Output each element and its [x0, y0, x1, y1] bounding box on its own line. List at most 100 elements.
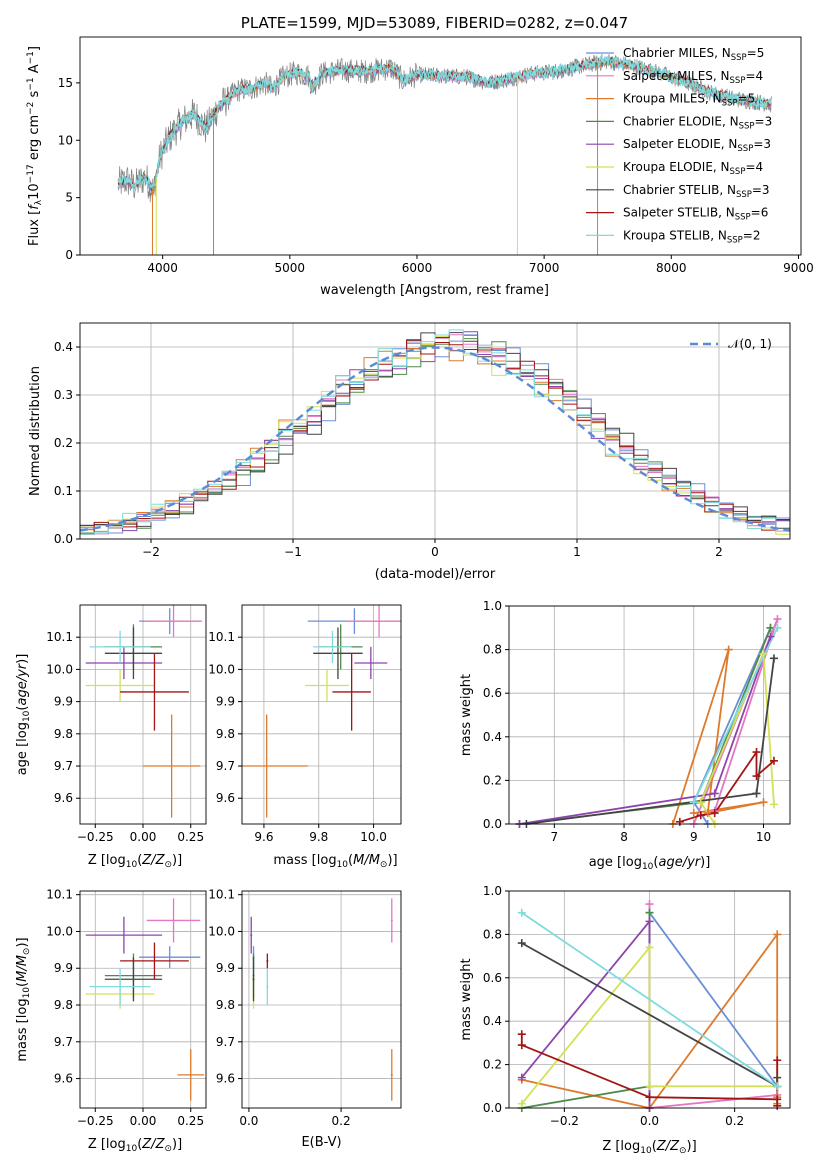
y-tick-label: 10: [58, 133, 73, 147]
label-part: )]: [15, 654, 30, 664]
label-part: Z/Z: [141, 1137, 165, 1152]
x-axis-label: Z [log10(Z/Z⊙)]: [88, 1137, 182, 1154]
label-part: age [log: [15, 722, 30, 775]
y-axis-label: mass weight: [459, 674, 474, 756]
y-axis-label: Normed distribution: [28, 366, 43, 496]
legend-sub: SSP: [731, 53, 747, 63]
legend-sub: SSP: [727, 235, 743, 245]
y-tick-label: 0.3: [54, 388, 73, 402]
label-part: 10: [126, 1144, 138, 1154]
panel-5: 7 8 9 10 0.0 0.2 0.4 0.6 0.8 1.0: [483, 599, 791, 844]
y-tick-label: 1.0: [483, 599, 502, 613]
panel-1: 4000 5000 6000 7000 8000 9000 0 5 10 15: [58, 36, 814, 275]
model-spectrum-top: [117, 54, 772, 193]
x-tick-label: −0.25: [77, 1114, 114, 1128]
y-tick-label: 0.4: [483, 730, 502, 744]
label-part: 10: [640, 1146, 652, 1156]
data-point: [759, 649, 768, 658]
x-tick-label: 0.0: [239, 1114, 258, 1128]
legend-entry: Chabrier STELIB, NSSP=3: [623, 183, 770, 200]
legend-name: Kroupa STELIB, N: [623, 228, 727, 242]
data-point: [773, 1082, 782, 1091]
legend-name: Kroupa MILES, N: [623, 92, 722, 106]
data-point: [724, 645, 733, 654]
x-tick-label: 0.2: [725, 1114, 744, 1128]
y-tick-label: 0.0: [54, 532, 73, 546]
x-tick-label: −0.2: [550, 1114, 579, 1128]
x-axis-label: E(B-V): [301, 1135, 341, 1150]
data-point: [645, 900, 654, 909]
x-tick-label: 0.25: [177, 830, 204, 844]
legend-name: Salpeter MILES, N: [623, 69, 730, 83]
label-part: Flux [: [27, 210, 42, 246]
x-axis-label: Z [log10(Z/Z⊙)]: [602, 1139, 696, 1156]
y-axis-label: age [log10(age/yr)]: [15, 654, 32, 776]
data-point: [517, 908, 526, 917]
label-part: )]: [172, 853, 182, 868]
data-point: [710, 809, 719, 818]
label-part: ⊙: [22, 948, 32, 956]
label-part: )]: [387, 853, 397, 868]
data-point: [696, 798, 705, 807]
legend-name: Chabrier STELIB, N: [623, 183, 736, 197]
y-tick-label: 9.9: [54, 695, 73, 709]
y-tick-label: 0.2: [483, 1058, 502, 1072]
normal-curve: [80, 346, 790, 532]
label-part: Z [log: [602, 1139, 640, 1154]
x-axis-label: (data-model)/error: [375, 567, 496, 582]
data-point: [517, 1073, 526, 1082]
x-tick-label: 0.00: [130, 1114, 157, 1128]
label-part: erg cm: [27, 115, 42, 164]
legend-entry: Salpeter ELODIE, NSSP=3: [623, 137, 771, 154]
label-part: Z [log: [88, 853, 126, 868]
y-tick-label: 9.9: [54, 961, 73, 975]
x-tick-label: 10: [756, 830, 771, 844]
legend-sub: SSP: [730, 167, 746, 177]
y-tick-label: 5: [65, 191, 73, 205]
y-axis-label: mass [log10(M/M⊙)]: [15, 937, 32, 1061]
label-part: ⊙: [164, 860, 172, 870]
panel-7: 0.0 0.2 9.6 9.7 9.8 9.9 10.0 10.1: [208, 888, 402, 1128]
label-part: )]: [172, 1137, 182, 1152]
label-part: (: [137, 853, 142, 868]
y-tick-label: 10.0: [46, 662, 73, 676]
legend-entry: Chabrier MILES, NSSP=5: [623, 46, 764, 63]
y-tick-label: 10.1: [208, 630, 235, 644]
legend-value: =4: [745, 160, 763, 174]
label-part: )]: [700, 855, 710, 870]
label-part: −17: [26, 164, 36, 183]
y-tick-label: 1.0: [483, 884, 502, 898]
label-part: age/yr: [658, 855, 701, 870]
data-point: [773, 623, 782, 632]
legend-value: =3: [752, 183, 770, 197]
label-part: ⊙: [380, 860, 388, 870]
data-point: [517, 1030, 526, 1039]
plot-area: [85, 898, 205, 1101]
y-tick-label: 0.6: [483, 971, 502, 985]
panel-3: −0.25 0.00 0.25 9.6 9.7 9.8 9.9 10.0 10.1: [46, 604, 207, 844]
legend-entry: Chabrier ELODIE, NSSP=3: [623, 114, 772, 131]
y-tick-label: 9.7: [54, 1035, 73, 1049]
mass-weight-line: [521, 946, 778, 1105]
x-tick-label: 5000: [275, 261, 306, 275]
label-part: −2: [26, 102, 36, 115]
x-axis-label: wavelength [Angstrom, rest frame]: [320, 283, 549, 298]
data-point: [517, 939, 526, 948]
y-tick-label: 0.8: [483, 643, 502, 657]
panel-2: −2 −1 0 1 2 0.0 0.1 0.2 0.3 0.4: [54, 322, 791, 559]
label-part: ⊙: [164, 1144, 172, 1154]
y-tick-label: 0.1: [54, 484, 73, 498]
mass-weight-line: [679, 751, 775, 823]
legend-entry: 𝒩(0, 1): [728, 337, 772, 351]
y-tick-label: 9.6: [54, 791, 73, 805]
label-part: (: [652, 1139, 657, 1154]
y-tick-label: 9.6: [216, 791, 235, 805]
legend-entry: Kroupa MILES, NSSP=5: [623, 92, 755, 109]
label-part: 10: [642, 862, 654, 872]
panel-4: 9.6 9.8 10.0 9.6 9.7 9.8 9.9 10.0 10.1: [208, 604, 402, 844]
y-tick-label: 9.7: [54, 759, 73, 773]
label-part: f: [27, 203, 42, 210]
data-point: [766, 632, 775, 641]
label-part: ⊙: [679, 1146, 687, 1156]
legend-name: Salpeter ELODIE, N: [623, 137, 737, 151]
